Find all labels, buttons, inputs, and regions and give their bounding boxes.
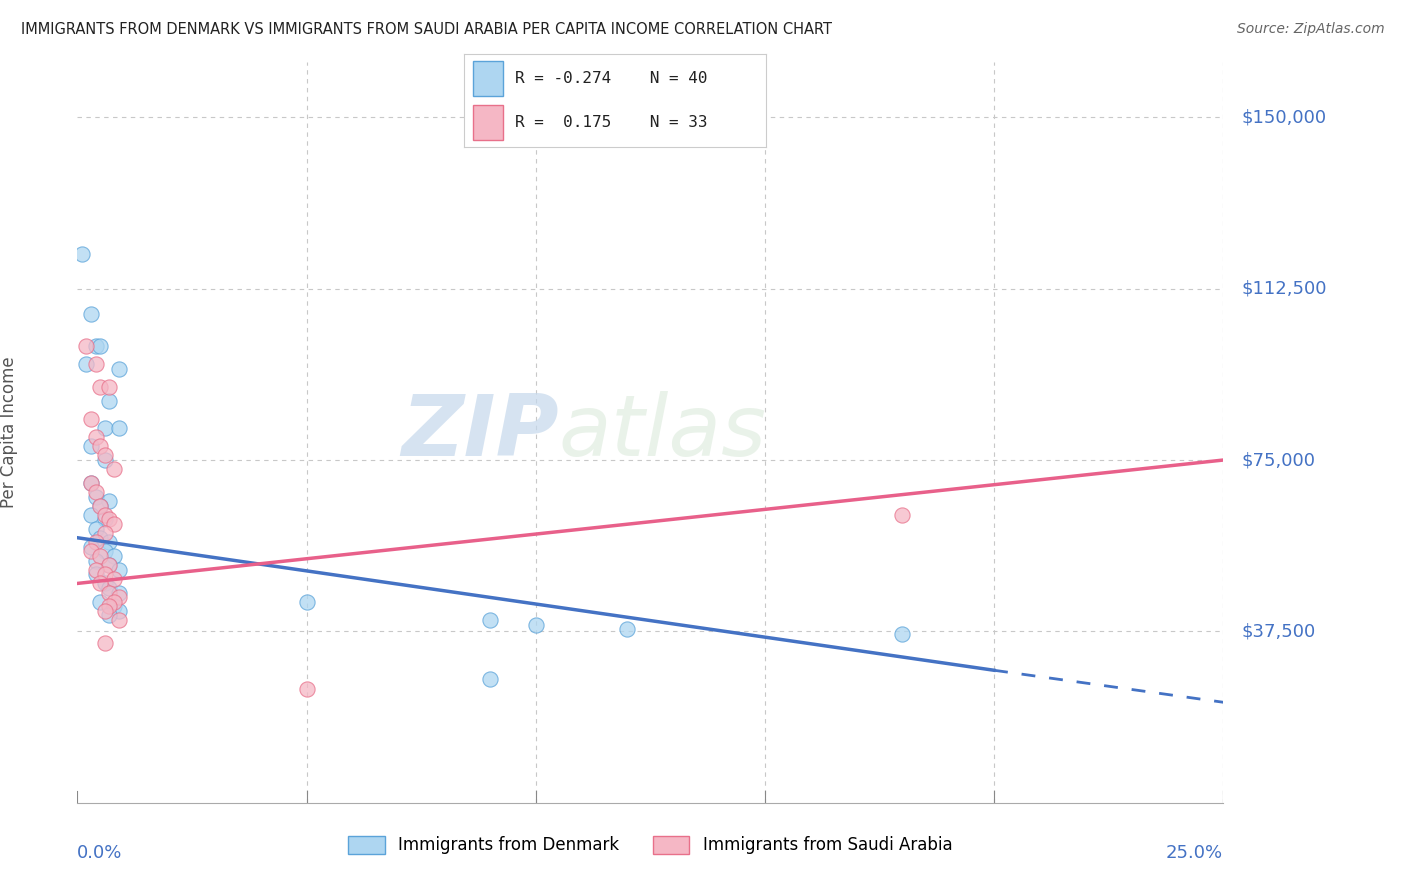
Text: 25.0%: 25.0% [1166,844,1223,862]
Point [84,490,107,504]
Point [94,567,117,582]
Point [84,485,107,500]
Point [80,544,103,558]
Point [98,393,121,408]
Point [98,581,121,595]
Text: R = -0.274    N = 40: R = -0.274 N = 40 [516,70,707,86]
Point [89,549,111,563]
Point [94,526,117,541]
Point [295,595,318,609]
Point [84,535,107,549]
Legend: Immigrants from Denmark, Immigrants from Saudi Arabia: Immigrants from Denmark, Immigrants from… [342,829,959,861]
Point [84,553,107,567]
Point [89,339,111,353]
Point [616,622,638,636]
Point [80,475,103,490]
Text: $75,000: $75,000 [1241,451,1316,469]
Point [84,430,107,444]
Text: ZIP: ZIP [401,391,558,475]
Text: 0.0%: 0.0% [77,844,122,862]
Text: atlas: atlas [558,391,766,475]
Point [98,535,121,549]
Point [94,576,117,591]
Point [89,499,111,513]
Point [98,585,121,599]
Text: $37,500: $37,500 [1241,623,1316,640]
Point [98,380,121,394]
Point [107,613,129,627]
Point [94,508,117,522]
Point [891,626,914,640]
Point [103,516,125,531]
Point [89,576,111,591]
Point [94,604,117,618]
Point [76,357,98,371]
Point [107,563,129,577]
Point [94,512,117,526]
Point [84,522,107,536]
Point [80,439,103,453]
Point [524,617,547,632]
Point [98,512,121,526]
Point [98,558,121,573]
Point [80,412,103,426]
Point [107,604,129,618]
Point [89,531,111,545]
Point [84,339,107,353]
Point [89,380,111,394]
Text: $112,500: $112,500 [1241,280,1327,298]
Point [84,567,107,582]
Point [295,681,318,696]
Point [80,475,103,490]
Point [94,449,117,463]
Point [891,508,914,522]
Point [94,544,117,558]
Point [98,599,121,614]
Point [107,585,129,599]
Bar [472,105,503,140]
Point [89,595,111,609]
Point [94,636,117,650]
Point [98,558,121,573]
Point [98,494,121,508]
Point [80,540,103,554]
Point [103,599,125,614]
Text: IMMIGRANTS FROM DENMARK VS IMMIGRANTS FROM SAUDI ARABIA PER CAPITA INCOME CORREL: IMMIGRANTS FROM DENMARK VS IMMIGRANTS FR… [21,22,832,37]
Point [89,439,111,453]
Point [103,549,125,563]
Text: Per Capita Income: Per Capita Income [0,357,18,508]
Point [84,563,107,577]
Point [70,247,93,261]
Text: Source: ZipAtlas.com: Source: ZipAtlas.com [1237,22,1385,37]
Point [94,421,117,435]
Point [107,590,129,604]
Text: $150,000: $150,000 [1241,108,1327,127]
Point [107,361,129,376]
Point [94,453,117,467]
Point [478,673,501,687]
Point [478,613,501,627]
Point [76,339,98,353]
Point [107,421,129,435]
Point [89,499,111,513]
Point [84,357,107,371]
Text: R =  0.175    N = 33: R = 0.175 N = 33 [516,115,707,130]
Bar [472,61,503,95]
Point [98,608,121,623]
Point [103,572,125,586]
Point [103,595,125,609]
Point [80,307,103,321]
Point [80,508,103,522]
Point [103,462,125,476]
